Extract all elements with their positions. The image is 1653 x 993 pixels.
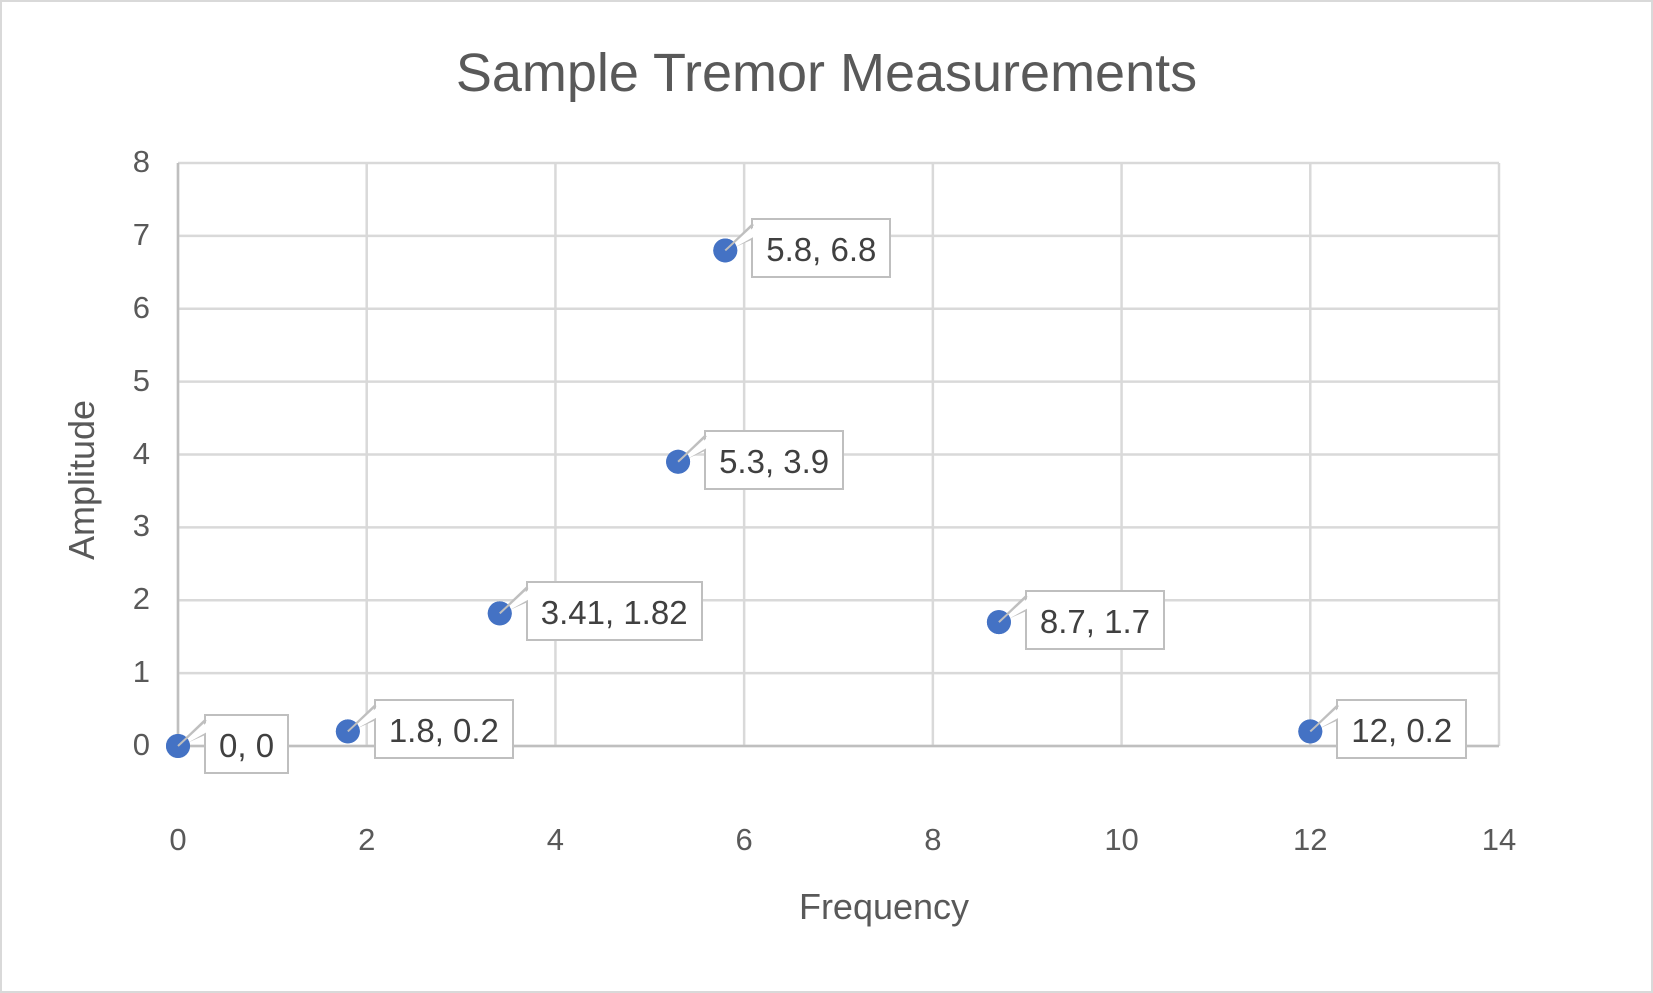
x-tick-label: 10 [1104,822,1139,857]
x-axis-title: Frequency [798,886,970,927]
x-tick-label: 0 [169,822,187,857]
data-point-marker[interactable] [1298,719,1323,744]
data-label: 5.3, 3.9 [704,429,845,490]
y-tick-label: 0 [132,727,150,762]
data-point-marker[interactable] [487,601,512,626]
data-point-marker[interactable] [166,734,190,758]
y-tick-label: 5 [132,362,150,398]
x-tick-label: 4 [546,822,565,857]
data-point-marker[interactable] [666,449,691,474]
chart-title: Sample Tremor Measurements [455,43,1198,103]
data-label: 1.8, 0.2 [373,699,514,760]
data-point-marker[interactable] [986,610,1011,635]
data-label: 0, 0 [204,714,290,774]
y-tick-label: 7 [132,216,150,252]
data-point-marker[interactable] [335,719,360,744]
data-point-marker[interactable] [713,238,738,263]
data-label: 3.41, 1.82 [525,581,703,642]
x-tick-label: 2 [358,822,376,857]
y-tick-label: 6 [132,289,150,325]
y-tick-label: 1 [132,654,150,690]
y-tick-label: 4 [132,435,150,471]
data-label: 5.8, 6.8 [751,218,892,279]
x-tick-label: 14 [1481,822,1517,857]
y-tick-label: 8 [132,144,150,179]
data-label: 12, 0.2 [1336,699,1468,760]
x-tick-label: 8 [924,822,942,857]
y-tick-label: 2 [132,581,150,617]
x-tick-label: 12 [1293,822,1328,857]
x-tick-label: 6 [735,822,753,857]
y-tick-label: 3 [132,508,150,544]
data-label: 8.7, 1.7 [1024,590,1165,651]
